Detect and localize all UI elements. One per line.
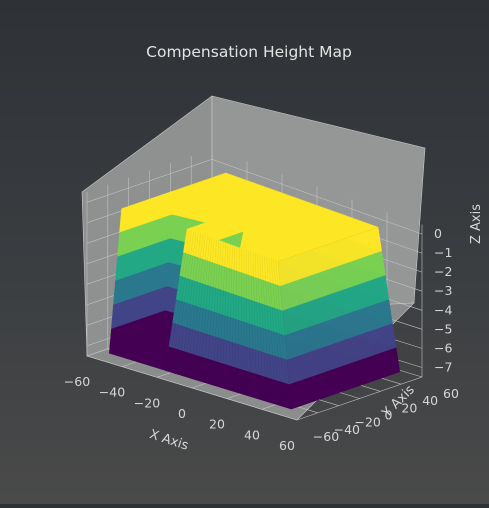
z-tick-label: −1 bbox=[434, 245, 452, 260]
chart-title: Compensation Height Map bbox=[146, 43, 352, 61]
z-tick-label: −6 bbox=[434, 340, 452, 355]
x-tick-label: −60 bbox=[64, 374, 90, 389]
x-tick-label: 0 bbox=[178, 406, 186, 421]
y-tick-label: −20 bbox=[354, 415, 380, 430]
x-tick-label: 40 bbox=[244, 427, 260, 442]
y-tick-label: 40 bbox=[422, 393, 438, 408]
y-tick-label: 60 bbox=[443, 386, 459, 401]
x-tick-label: 60 bbox=[279, 438, 295, 453]
z-tick-label: −4 bbox=[434, 302, 452, 317]
x-axis-label: X Axis bbox=[147, 427, 190, 454]
x-tick-label: 20 bbox=[209, 417, 225, 432]
z-tick-label: −3 bbox=[434, 283, 452, 298]
z-tick-label: 0 bbox=[434, 226, 442, 241]
x-tick-label: −40 bbox=[99, 385, 125, 400]
x-tick-label: −20 bbox=[134, 395, 160, 410]
z-tick-label: −2 bbox=[434, 264, 452, 279]
z-tick-label: −5 bbox=[434, 321, 452, 336]
z-tick-label: −7 bbox=[434, 359, 452, 374]
z-axis-label: Z Axis bbox=[469, 204, 484, 244]
